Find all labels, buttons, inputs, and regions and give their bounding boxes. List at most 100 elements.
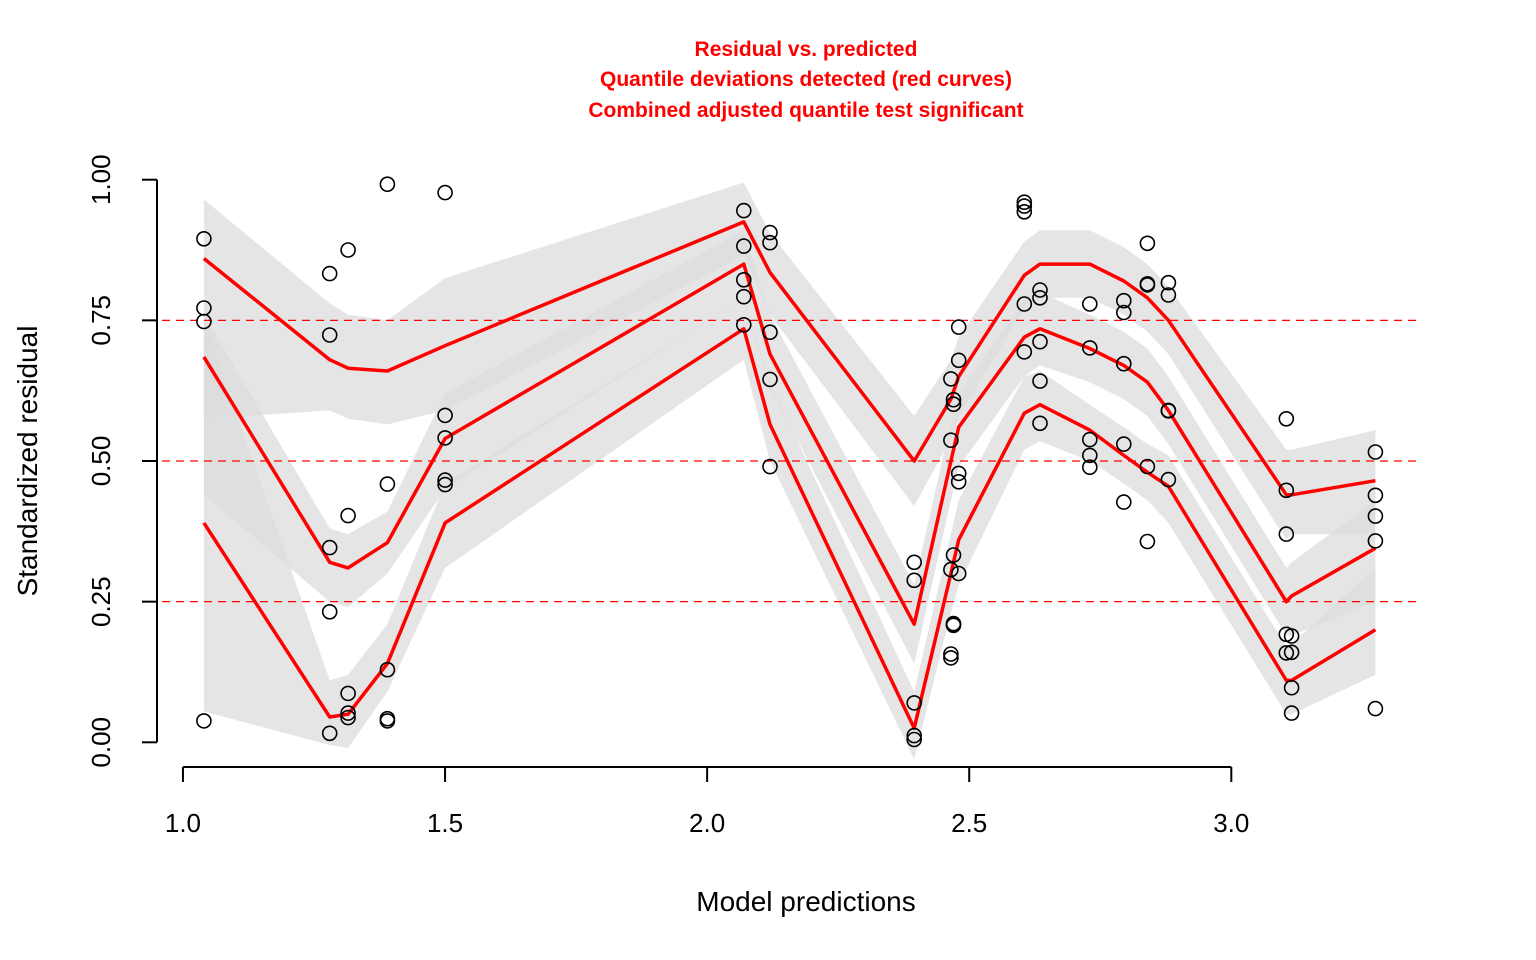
residual-point xyxy=(762,224,778,241)
residual-point xyxy=(1139,277,1156,293)
residual-point xyxy=(1160,287,1177,303)
residual-point xyxy=(945,547,962,563)
residual-point xyxy=(950,319,967,335)
residual-point xyxy=(945,391,962,408)
y-tick-label: 0.50 xyxy=(86,436,116,487)
residual-point xyxy=(1116,436,1132,452)
residual-point xyxy=(437,472,453,488)
residual-point xyxy=(321,603,338,620)
residual-point xyxy=(379,176,396,192)
residual-point xyxy=(906,727,923,744)
residual-point xyxy=(379,476,396,492)
band-q05 xyxy=(203,230,1376,664)
x-tick-label: 3.0 xyxy=(1213,808,1249,838)
residual-point xyxy=(943,371,959,387)
residual-point xyxy=(906,695,923,711)
residual-point xyxy=(379,713,396,729)
residual-point xyxy=(762,324,778,341)
residual-point xyxy=(321,725,338,742)
residual-point xyxy=(735,288,752,305)
residual-point xyxy=(1160,403,1177,419)
residual-point xyxy=(1278,482,1295,499)
residual-point xyxy=(735,238,752,254)
residual-point xyxy=(945,615,962,632)
quantile-curve xyxy=(202,262,1377,626)
x-tick-label: 1.5 xyxy=(427,808,463,838)
residual-point xyxy=(340,242,356,258)
residual-point xyxy=(950,565,967,582)
residual-point xyxy=(950,352,967,369)
residual-point xyxy=(1116,494,1132,510)
residual-point xyxy=(943,432,959,449)
x-tick-label: 2.0 xyxy=(689,808,725,838)
residual-point xyxy=(762,234,778,251)
y-tick-label: 0.00 xyxy=(86,717,116,768)
residual-point xyxy=(1032,289,1048,306)
residual-point xyxy=(1116,355,1132,372)
residual-point xyxy=(1016,198,1033,214)
band-q025 xyxy=(203,297,1376,760)
residual-point xyxy=(735,202,752,219)
residual-point xyxy=(1283,679,1300,696)
residual-point xyxy=(1278,645,1295,661)
residual-point xyxy=(437,430,453,446)
x-axis: 1.0 1.5 2.0 2.5 3.0 xyxy=(165,766,1249,838)
residual-point xyxy=(1082,431,1098,448)
residual-point xyxy=(1283,644,1300,661)
residual-point xyxy=(321,327,338,343)
y-tick-label: 0.75 xyxy=(86,295,116,346)
residual-point xyxy=(437,184,453,201)
residual-point xyxy=(1160,471,1177,488)
residual-point xyxy=(906,554,923,571)
residual-point xyxy=(945,396,962,413)
residual-point xyxy=(735,271,752,288)
residual-point xyxy=(340,709,356,726)
residual-point xyxy=(762,458,778,475)
residual-point xyxy=(1032,333,1048,350)
residual-point xyxy=(1032,373,1048,389)
residual-point xyxy=(762,371,778,388)
residual-point xyxy=(906,731,923,748)
residual-point xyxy=(950,465,967,482)
residual-point xyxy=(196,713,212,729)
y-tick-label: 1.00 xyxy=(86,154,116,205)
residual-point xyxy=(1016,194,1033,210)
residual-point xyxy=(943,646,959,662)
residual-point xyxy=(1116,292,1132,309)
residual-point xyxy=(379,661,396,678)
residual-point xyxy=(1016,296,1033,312)
residual-point xyxy=(1367,533,1384,549)
residual-point xyxy=(1082,447,1098,464)
residual-point xyxy=(1032,282,1048,298)
residual-point xyxy=(1082,340,1098,356)
residual-point xyxy=(1283,628,1300,644)
residual-point xyxy=(321,265,338,282)
residual-point xyxy=(943,650,959,666)
residual-point xyxy=(1016,204,1033,220)
residual-point xyxy=(1367,487,1384,504)
residual-point xyxy=(906,572,923,589)
residual-point xyxy=(1116,304,1132,321)
title-line-1: Residual vs. predicted xyxy=(695,38,918,61)
residual-point xyxy=(321,539,338,556)
y-axis: 0.00 0.25 0.50 0.75 1.00 xyxy=(86,154,158,768)
y-axis-label: Standardized residual xyxy=(12,326,43,597)
residual-point xyxy=(1283,705,1300,721)
residual-point xyxy=(1016,344,1033,360)
residual-point xyxy=(340,507,356,524)
residual-point xyxy=(1082,459,1098,476)
band-q075 xyxy=(203,182,1376,540)
residual-point xyxy=(950,473,967,490)
residual-point xyxy=(943,561,959,578)
residual-point xyxy=(437,476,453,493)
residual-point xyxy=(735,316,752,333)
title-line-3: Combined adjusted quantile test signific… xyxy=(588,99,1023,122)
simulation-bands xyxy=(203,182,1376,760)
residual-point xyxy=(1082,296,1098,312)
x-axis-label: Model predictions xyxy=(696,886,915,917)
x-tick-label: 2.5 xyxy=(951,808,987,838)
y-tick-label: 0.25 xyxy=(86,576,116,627)
residual-point xyxy=(1139,458,1156,475)
residual-point xyxy=(1367,444,1384,460)
